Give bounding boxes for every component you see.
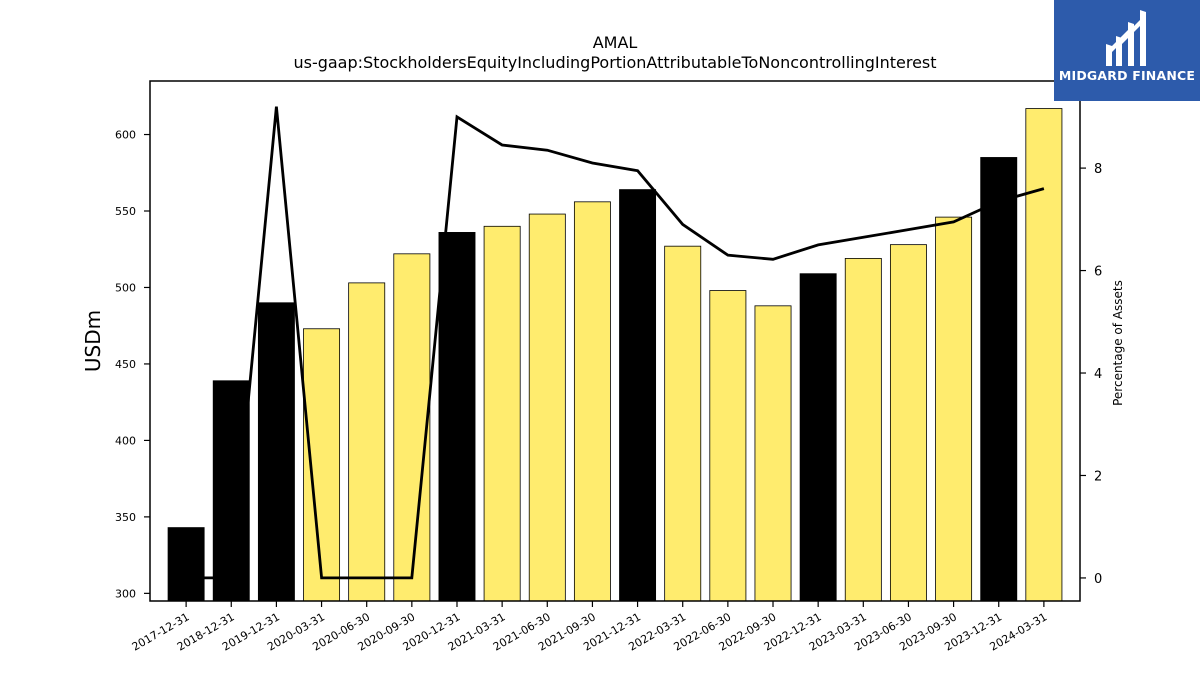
y-tick-label: 500 <box>115 281 136 294</box>
bar-2023-06-30 <box>889 244 927 602</box>
logo-mark-icon <box>1106 10 1146 66</box>
plot-frame <box>149 80 1081 602</box>
y2-tick-label: 6 <box>1094 265 1102 280</box>
bar-2020-03-31 <box>303 328 341 602</box>
y-tick-label: 300 <box>115 587 136 600</box>
bar-2020-09-30 <box>393 253 431 602</box>
bar-2022-09-30 <box>754 305 792 602</box>
y2-tick-label: 2 <box>1094 469 1102 484</box>
y2-tick-label: 8 <box>1094 162 1102 177</box>
bar-2020-06-30 <box>348 282 386 602</box>
y-tick-label: 550 <box>115 205 136 218</box>
y-tick-label: 350 <box>115 511 136 524</box>
bar-2021-12-31 <box>619 189 657 602</box>
bar-2023-03-31 <box>844 258 882 602</box>
bar-2022-06-30 <box>709 290 747 602</box>
bar-2023-09-30 <box>935 216 973 602</box>
bar-2021-06-30 <box>528 213 566 602</box>
bar-2019-12-31 <box>257 302 295 602</box>
y2-axis-label: Percentage of Assets <box>1111 280 1125 406</box>
bar-2022-12-31 <box>799 273 837 602</box>
y2-tick-label: 4 <box>1094 367 1102 382</box>
chart-subtitle: us-gaap:StockholdersEquityIncludingPorti… <box>293 53 936 72</box>
chart-title: AMAL <box>593 33 638 52</box>
bar-2022-03-31 <box>664 245 702 602</box>
bar-2017-12-31 <box>167 527 205 602</box>
midgard-finance-logo: MIDGARD FINANCE <box>1054 0 1200 101</box>
bar-2021-03-31 <box>483 225 521 602</box>
bar-2023-12-31 <box>980 157 1018 602</box>
y2-tick-label: 0 <box>1094 572 1102 587</box>
y-tick-label: 600 <box>115 129 136 142</box>
y-tick-label: 400 <box>115 434 136 447</box>
logo-text: MIDGARD FINANCE <box>1058 68 1196 83</box>
bar-2021-09-30 <box>573 201 611 602</box>
bar-2020-12-31 <box>438 232 476 602</box>
bar-2024-03-31 <box>1025 108 1063 602</box>
y-tick-label: 450 <box>115 358 136 371</box>
percentage-line <box>186 106 1045 580</box>
y-axis-label: USDm <box>81 310 105 372</box>
